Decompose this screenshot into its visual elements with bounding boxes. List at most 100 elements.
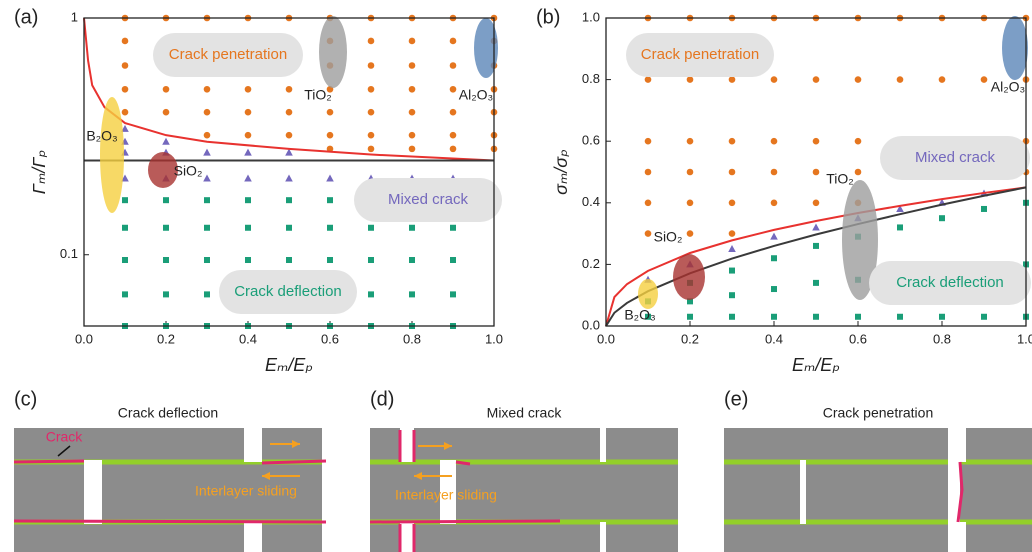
point xyxy=(770,232,778,240)
panel-label: (e) xyxy=(724,388,748,410)
point xyxy=(854,137,862,145)
point xyxy=(408,85,416,93)
point xyxy=(409,291,415,298)
region-label: Mixed crack xyxy=(388,191,469,208)
y-tick-label: 0.1 xyxy=(60,246,78,261)
point xyxy=(368,291,374,298)
arrow-head xyxy=(444,442,452,450)
material-ellipse xyxy=(673,254,705,300)
point xyxy=(450,257,456,264)
point xyxy=(121,85,129,93)
material-ellipse xyxy=(100,97,124,213)
interlayer xyxy=(14,459,322,465)
gap xyxy=(400,522,414,552)
point xyxy=(326,145,334,153)
point xyxy=(813,313,819,320)
point xyxy=(450,291,456,298)
material-ellipse xyxy=(638,279,658,309)
panel-title: Crack penetration xyxy=(823,405,934,421)
region-box xyxy=(354,178,502,222)
point xyxy=(980,76,988,83)
point xyxy=(771,255,777,262)
point xyxy=(121,124,129,132)
x-tick-label: 0.2 xyxy=(681,331,699,346)
point xyxy=(854,168,862,176)
point xyxy=(449,85,457,93)
point xyxy=(408,37,416,45)
point xyxy=(122,197,128,204)
point xyxy=(729,292,735,299)
point xyxy=(244,131,252,139)
point xyxy=(285,148,293,156)
point xyxy=(409,224,415,231)
x-tick-label: 0.4 xyxy=(765,331,783,346)
x-tick-label: 0.2 xyxy=(157,331,175,346)
point xyxy=(408,131,416,139)
point xyxy=(939,313,945,320)
point xyxy=(938,76,946,83)
point xyxy=(450,224,456,231)
y-tick-label: 0.8 xyxy=(582,71,600,86)
panel-title: Mixed crack xyxy=(487,405,563,421)
region-label: Crack penetration xyxy=(169,46,287,63)
point xyxy=(204,257,210,264)
point xyxy=(286,257,292,264)
material-label: B₂O₃ xyxy=(86,128,117,144)
point xyxy=(645,313,651,320)
point xyxy=(326,174,334,182)
point xyxy=(367,37,375,45)
panel-label: (b) xyxy=(536,6,560,28)
point xyxy=(771,313,777,320)
point xyxy=(687,298,693,305)
x-tick-label: 1.0 xyxy=(485,331,503,346)
y-tick-label: 0.6 xyxy=(582,133,600,148)
crack xyxy=(455,460,471,466)
crack-arrow xyxy=(57,445,71,457)
gap xyxy=(244,522,262,552)
point xyxy=(686,168,694,176)
point xyxy=(244,85,252,93)
point xyxy=(121,37,129,45)
point xyxy=(327,197,333,204)
point xyxy=(896,76,904,83)
y-tick-label: 1 xyxy=(71,9,78,24)
point xyxy=(408,108,416,116)
interlayer xyxy=(724,519,1032,525)
y-tick-label: 1.0 xyxy=(582,9,600,24)
point xyxy=(162,108,170,116)
point xyxy=(285,108,293,116)
crack xyxy=(369,519,561,524)
note: Crack xyxy=(46,429,84,445)
plot-frame xyxy=(605,17,1027,327)
region-label: Mixed crack xyxy=(915,149,996,166)
point xyxy=(728,137,736,145)
point xyxy=(326,131,334,139)
point xyxy=(449,145,457,153)
point xyxy=(245,224,251,231)
point xyxy=(854,76,862,83)
material-ellipse xyxy=(474,18,498,78)
material-label: TiO₂ xyxy=(304,87,331,103)
point xyxy=(367,85,375,93)
material-label: Al₂O₃ xyxy=(991,79,1025,95)
point xyxy=(770,137,778,145)
point xyxy=(729,267,735,274)
point xyxy=(855,313,861,320)
material-label: TiO₂ xyxy=(826,171,853,187)
region-box xyxy=(219,270,357,314)
material-label: Al₂O₃ xyxy=(459,87,493,103)
material-ellipse xyxy=(148,152,178,188)
gap xyxy=(400,428,414,462)
point xyxy=(122,291,128,298)
point xyxy=(245,197,251,204)
point xyxy=(244,148,252,156)
y-axis-label: σₘ/σₚ xyxy=(551,149,571,195)
snapshot xyxy=(370,428,678,552)
chart: (b) 0.0 0.2 0.4 0.6 0.8 1.0 0.0 0.2 0.4 0.6 0.8 1.0 E… xyxy=(536,6,1032,374)
point xyxy=(687,313,693,320)
region-box xyxy=(153,33,303,77)
gap xyxy=(800,460,806,524)
point xyxy=(367,62,375,69)
crack xyxy=(261,459,327,465)
